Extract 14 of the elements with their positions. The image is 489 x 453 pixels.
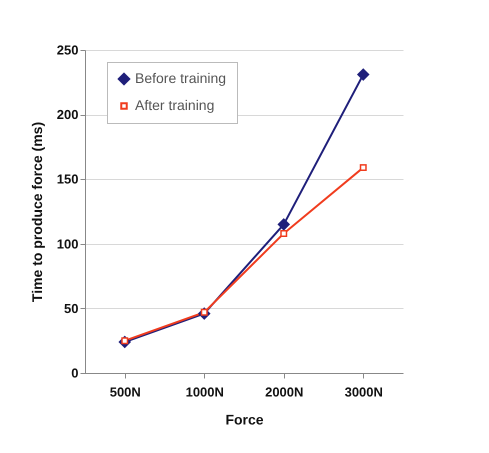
legend-label: After training <box>135 97 214 113</box>
y-tick-label: 250 <box>56 42 78 58</box>
x-tick-label: 3000N <box>344 384 383 400</box>
y-tick-label: 200 <box>56 107 78 122</box>
x-tick-label: 1000N <box>186 384 224 400</box>
y-tick-label: 50 <box>64 300 78 316</box>
y-tick-label: 0 <box>71 366 78 380</box>
x-tick-label: 2000N <box>265 384 304 400</box>
legend-label: Before training <box>135 70 226 86</box>
x-tick-label: 500N <box>110 384 141 400</box>
y-tick-label: 150 <box>56 172 78 187</box>
y-axis-title: Time to produce force (ms) <box>28 122 45 302</box>
x-axis-title: Force <box>225 412 264 428</box>
y-tick-label: 100 <box>56 236 78 252</box>
